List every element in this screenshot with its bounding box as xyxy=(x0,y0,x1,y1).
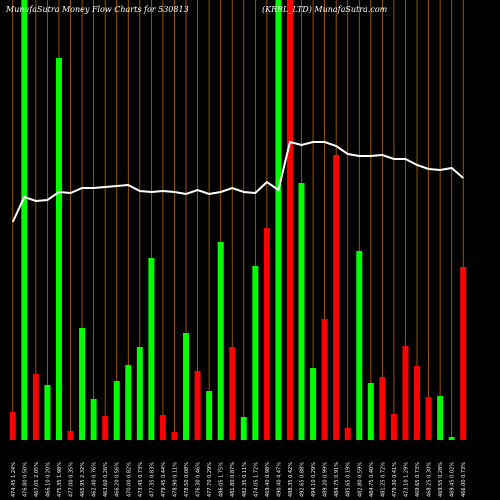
bar xyxy=(437,396,444,440)
x-tick-label: 476.80 0.50% xyxy=(22,462,28,497)
bar xyxy=(333,155,340,440)
x-tick-label: 489.20 0.99% xyxy=(323,462,329,497)
x-tick-label: 470.00 0.82% xyxy=(126,462,132,497)
bar xyxy=(194,371,201,440)
x-tick-label: 469.55 0.28% xyxy=(438,462,444,497)
bar xyxy=(136,347,143,440)
x-tick-label: 475.35 1.98% xyxy=(57,462,63,497)
bar xyxy=(113,381,120,440)
bar xyxy=(206,391,213,440)
x-tick-label: 466.00 0.73% xyxy=(461,462,467,497)
x-tick-label: 482.35 0.11% xyxy=(242,462,248,497)
bar xyxy=(286,0,293,440)
x-tick-label: 477.35 0.83% xyxy=(149,462,155,497)
x-tick-label: 484.75 0.91% xyxy=(334,462,340,497)
x-tick-label: 469.45 0.02% xyxy=(450,462,456,497)
bar xyxy=(379,377,386,440)
bar xyxy=(9,412,16,440)
x-tick-label: 476.30 0.46% xyxy=(196,462,202,497)
x-tick-label: 482.80 0.59% xyxy=(357,462,363,497)
bar xyxy=(298,183,305,440)
bar xyxy=(356,251,363,440)
x-tick-label: 492.65 0.88% xyxy=(300,462,306,497)
x-tick-label: 474.05 1.72% xyxy=(253,462,259,497)
x-tick-label: 477.00 0.35% xyxy=(69,462,75,497)
x-tick-label: 481.80 0.87% xyxy=(230,462,236,497)
bar xyxy=(67,431,74,440)
bar xyxy=(90,399,97,440)
bar xyxy=(102,416,109,440)
chart-subtitle: (KRBL_LTD) MunafaSutra.com xyxy=(262,5,388,14)
x-tick-label: 467.05 2.05% xyxy=(34,462,40,497)
bar xyxy=(183,333,190,440)
x-tick-label: 490.40 4.47% xyxy=(276,462,282,497)
bar xyxy=(125,365,132,440)
bar xyxy=(148,258,155,440)
x-tick-label: 473.45 0.73% xyxy=(138,462,144,497)
x-tick-label: 485.65 0.19% xyxy=(346,462,352,497)
bar xyxy=(344,428,351,440)
bar xyxy=(21,0,28,440)
x-tick-label: 474.45 1.24% xyxy=(11,462,17,497)
price-line xyxy=(11,140,464,223)
x-tick-label: 479.45 0.44% xyxy=(161,462,167,497)
x-tick-label: 466.20 0.56% xyxy=(115,462,121,497)
x-tick-label: 486.05 1.75% xyxy=(219,462,225,497)
x-tick-label: 469.65 0.73% xyxy=(415,462,421,497)
x-tick-label: 478.50 0.08% xyxy=(184,462,190,497)
x-tick-label: 468.25 0.30% xyxy=(427,462,433,497)
bar xyxy=(159,415,166,440)
bar xyxy=(217,242,224,440)
x-tick-label: 463.60 0.26% xyxy=(103,462,109,497)
chart-title: MunafaSutra Money Flow Charts for 530813 xyxy=(5,5,189,14)
x-tick-label: 477.70 0.29% xyxy=(207,462,213,497)
x-tick-label: 473.10 1.29% xyxy=(403,462,409,497)
bar xyxy=(414,366,421,440)
x-tick-label: 466.10 0.20% xyxy=(45,462,51,497)
x-tick-label: 469.40 0.98% xyxy=(265,462,271,497)
bar xyxy=(229,347,236,440)
bar xyxy=(321,319,328,440)
bar xyxy=(240,417,247,440)
bar xyxy=(367,383,374,440)
bar xyxy=(310,368,317,440)
bar xyxy=(55,58,62,440)
bar xyxy=(390,414,397,440)
bar xyxy=(171,432,178,440)
bar xyxy=(252,266,259,440)
bar xyxy=(460,267,467,440)
bar xyxy=(79,328,86,440)
x-tick-label: 488.35 0.42% xyxy=(288,462,294,497)
x-tick-label: 478.90 0.11% xyxy=(172,462,178,497)
x-tick-label: 494.10 0.29% xyxy=(311,462,317,497)
x-tick-label: 479.30 0.41% xyxy=(392,462,398,497)
x-tick-label: 462.40 0.76% xyxy=(92,462,98,497)
bar xyxy=(425,397,432,440)
bar xyxy=(402,346,409,440)
x-tick-label: 465.95 2.32% xyxy=(80,462,86,497)
bar xyxy=(448,437,455,440)
x-tick-label: 481.25 0.72% xyxy=(380,462,386,497)
bar xyxy=(32,374,39,440)
bar xyxy=(263,228,270,440)
x-tick-label: 484.75 0.40% xyxy=(369,462,375,497)
bar xyxy=(275,0,282,440)
bar xyxy=(44,385,51,440)
